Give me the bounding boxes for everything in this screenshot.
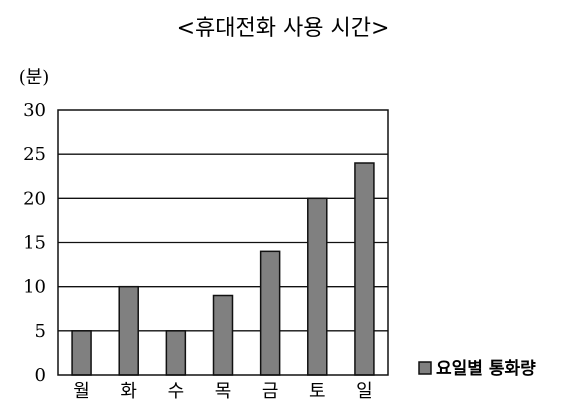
x-tick-label: 토 <box>309 381 326 402</box>
y-tick-label: 0 <box>35 365 46 386</box>
bar <box>259 250 281 376</box>
x-tick-label: 수 <box>168 381 185 402</box>
x-tick-label: 금 <box>262 381 279 402</box>
y-tick-label: 15 <box>23 233 46 254</box>
bar <box>212 294 234 376</box>
bar <box>118 285 139 376</box>
y-tick-label: 25 <box>23 144 46 165</box>
x-tick-label: 목 <box>215 381 232 402</box>
y-tick-label: 5 <box>35 321 46 342</box>
y-tick-label: 10 <box>23 277 46 298</box>
gridlines <box>58 153 388 332</box>
legend-swatch <box>418 361 432 375</box>
y-tick-label: 20 <box>23 188 46 209</box>
y-axis-unit-label: (분) <box>19 67 50 88</box>
legend: 요일별 통화량 <box>418 359 536 379</box>
chart-title: <휴대전화 사용 시간> <box>177 16 390 41</box>
bars <box>71 162 375 376</box>
y-tick-label: 30 <box>23 100 46 121</box>
x-tick-label: 월 <box>73 381 90 402</box>
y-axis-ticks: 0 5 10 15 20 25 30 <box>23 100 46 386</box>
bar <box>307 197 328 376</box>
legend-label: 요일별 통화량 <box>436 359 536 379</box>
plot-frame <box>57 109 389 376</box>
bar <box>354 162 375 376</box>
bar <box>71 330 92 376</box>
bar <box>165 330 187 376</box>
x-tick-label: 화 <box>120 381 137 402</box>
x-tick-label: 일 <box>356 381 373 402</box>
